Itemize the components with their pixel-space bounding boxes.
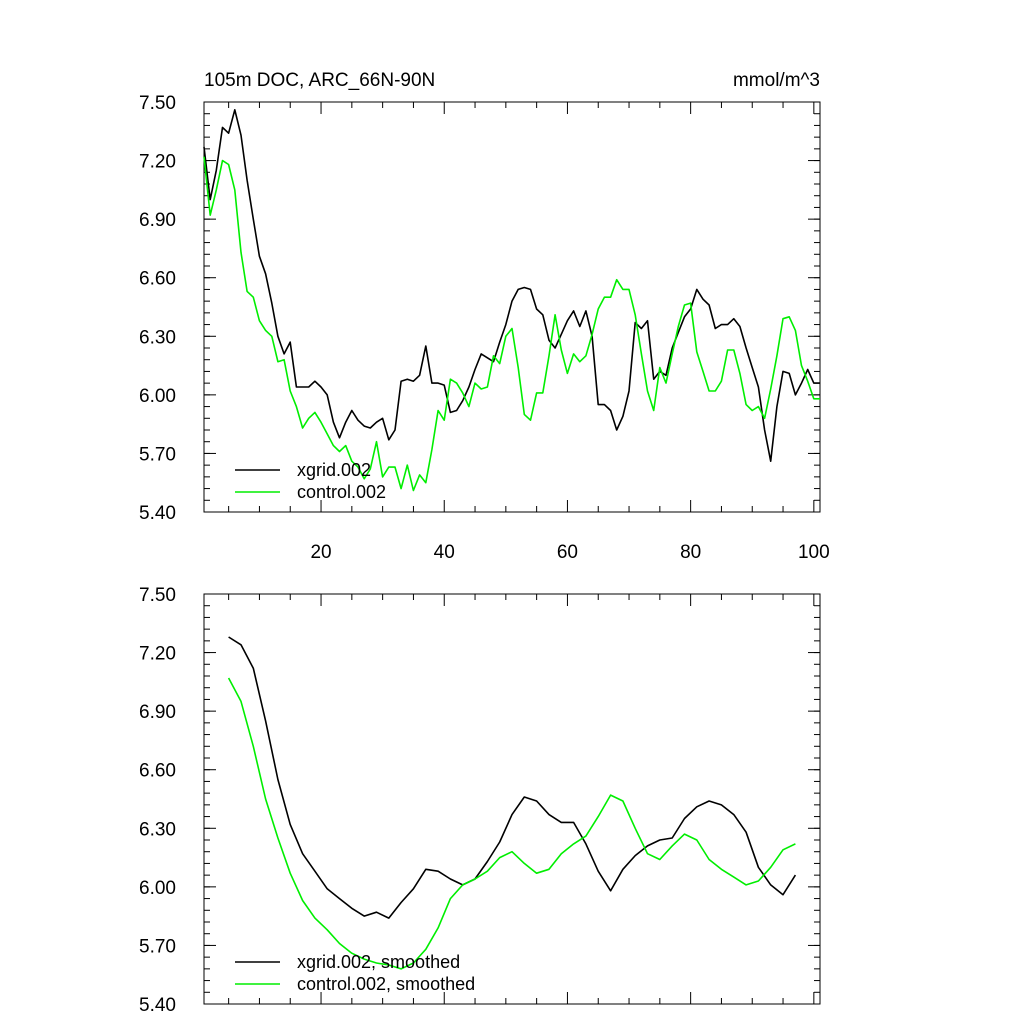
y-tick-label: 7.20 (139, 152, 176, 173)
y-tick-label: 7.20 (139, 644, 176, 665)
y-tick-label: 6.00 (139, 386, 176, 407)
y-tick-label: 6.30 (139, 819, 176, 840)
legend-label: xgrid.002 (297, 460, 371, 480)
series-line-xgrid (203, 109, 820, 463)
y-tick-label: 6.60 (139, 269, 176, 290)
x-tick-label: 100 (798, 542, 830, 563)
legend-label: control.002, smoothed (297, 974, 475, 994)
y-tick-label: 6.30 (139, 327, 176, 348)
bottom-panel: 7.50 7.20 6.90 6.60 6.30 6.00 5.70 5.40 xgrid.00… (139, 585, 821, 1016)
x-tick-label: 80 (680, 542, 701, 563)
series-line-control (227, 677, 796, 970)
top-panel: 7.50 7.20 6.90 6.60 6.30 6.00 5.70 5.40 20 40 60 80… (139, 93, 830, 563)
chart-title: 105m DOC, ARC_66N-90N (204, 70, 435, 91)
series-line-xgrid (228, 636, 797, 919)
y-tick-label: 5.40 (139, 503, 176, 524)
y-tick-label: 6.00 (139, 878, 176, 899)
x-tick-label: 20 (310, 542, 331, 563)
y-tick-label: 7.50 (139, 585, 176, 606)
y-tick-label: 5.70 (139, 936, 176, 957)
y-tick-label: 5.40 (139, 995, 176, 1016)
legend-label: control.002 (297, 482, 386, 502)
y-tick-label: 7.50 (139, 93, 176, 114)
units-label: mmol/m^3 (733, 70, 820, 91)
plot-frame (203, 101, 821, 513)
y-tick-label: 6.60 (139, 761, 176, 782)
legend-label: xgrid.002, smoothed (297, 952, 460, 972)
x-tick-label: 60 (557, 542, 578, 563)
y-tick-label: 6.90 (139, 702, 176, 723)
y-tick-label: 6.90 (139, 210, 176, 231)
x-tick-label: 40 (434, 542, 455, 563)
series-line-control (203, 156, 820, 492)
y-tick-label: 5.70 (139, 444, 176, 465)
plot-frame (203, 593, 821, 1005)
